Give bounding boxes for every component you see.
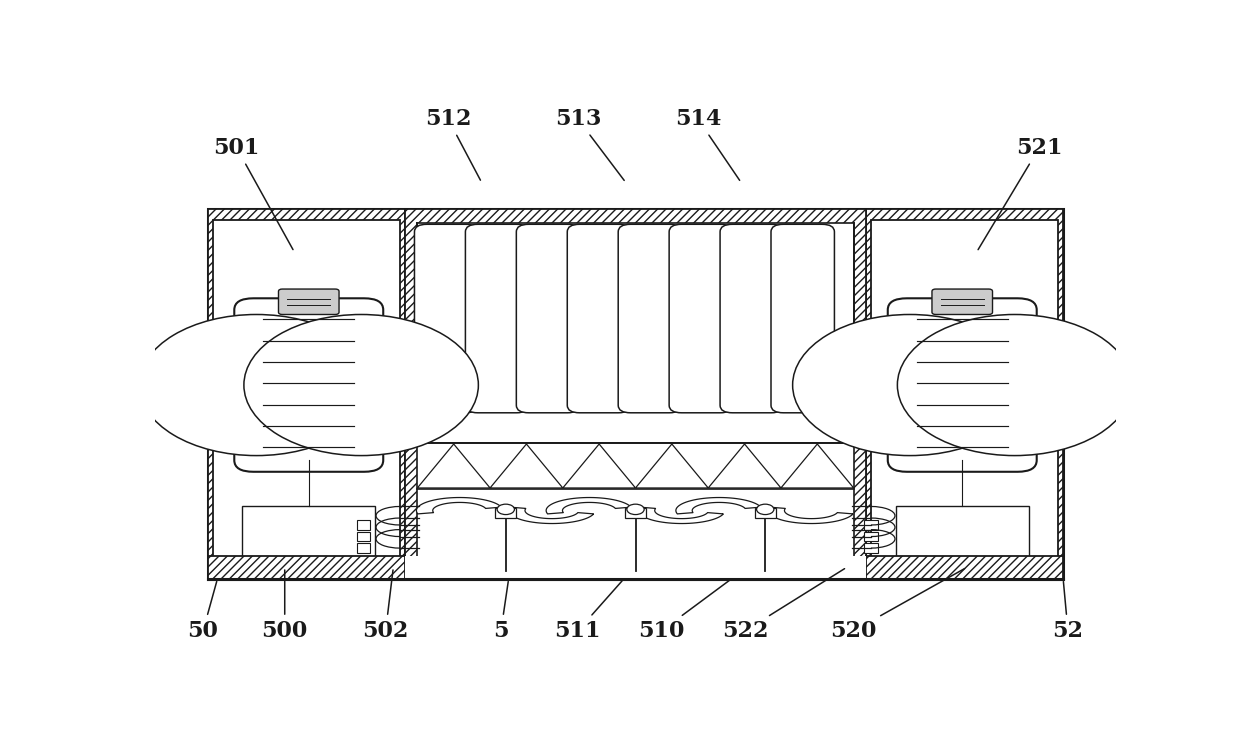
Bar [418,443,853,489]
Bar [866,556,1063,579]
FancyBboxPatch shape [670,225,733,413]
Polygon shape [563,444,635,488]
Bar [870,220,1058,573]
Bar [208,209,1063,579]
Bar [357,544,371,553]
FancyBboxPatch shape [465,225,528,413]
FancyBboxPatch shape [516,225,580,413]
Bar [213,220,401,573]
Bar [418,489,853,573]
Bar [864,532,878,541]
Polygon shape [508,507,594,523]
FancyBboxPatch shape [888,298,1037,472]
Text: 522: 522 [722,569,844,642]
Text: 5: 5 [494,581,508,642]
Bar [208,556,1063,579]
Text: 510: 510 [639,581,729,642]
Bar [418,223,853,443]
Polygon shape [417,497,501,514]
Text: 512: 512 [425,108,480,180]
Polygon shape [490,444,563,488]
Circle shape [756,504,774,514]
Bar [208,209,404,579]
Bar [897,506,1028,573]
FancyBboxPatch shape [932,289,992,315]
Text: 502: 502 [362,570,409,642]
Circle shape [898,315,1132,456]
Bar [357,532,371,541]
FancyBboxPatch shape [234,298,383,472]
Polygon shape [708,444,781,488]
Text: 520: 520 [831,569,965,642]
Circle shape [627,504,644,514]
Bar [243,506,374,573]
Bar [495,508,516,518]
Bar [404,556,866,579]
FancyBboxPatch shape [771,225,835,413]
Bar [208,359,242,411]
Bar [625,508,646,518]
FancyBboxPatch shape [279,289,339,315]
Bar [208,556,404,579]
Polygon shape [781,444,853,488]
Bar [866,209,1063,579]
Bar [755,508,776,518]
Polygon shape [546,497,631,514]
Text: 521: 521 [978,137,1063,249]
Polygon shape [418,444,490,488]
Bar [864,544,878,553]
Bar [404,209,866,579]
Bar [357,520,371,529]
Text: 501: 501 [213,137,293,249]
Circle shape [244,315,479,456]
Polygon shape [639,507,723,523]
Polygon shape [768,507,853,523]
Circle shape [497,504,515,514]
Polygon shape [635,444,708,488]
FancyBboxPatch shape [567,225,631,413]
Text: 500: 500 [262,570,308,642]
Text: 511: 511 [554,581,622,642]
FancyBboxPatch shape [414,225,477,413]
Text: 50: 50 [187,581,218,642]
FancyBboxPatch shape [720,225,784,413]
Text: 52: 52 [1053,581,1084,642]
Circle shape [139,315,373,456]
FancyBboxPatch shape [619,225,682,413]
Polygon shape [676,497,761,514]
Circle shape [792,315,1027,456]
Bar [864,520,878,529]
Text: 514: 514 [675,108,739,180]
Text: 513: 513 [554,108,624,180]
Bar [1019,359,1054,411]
